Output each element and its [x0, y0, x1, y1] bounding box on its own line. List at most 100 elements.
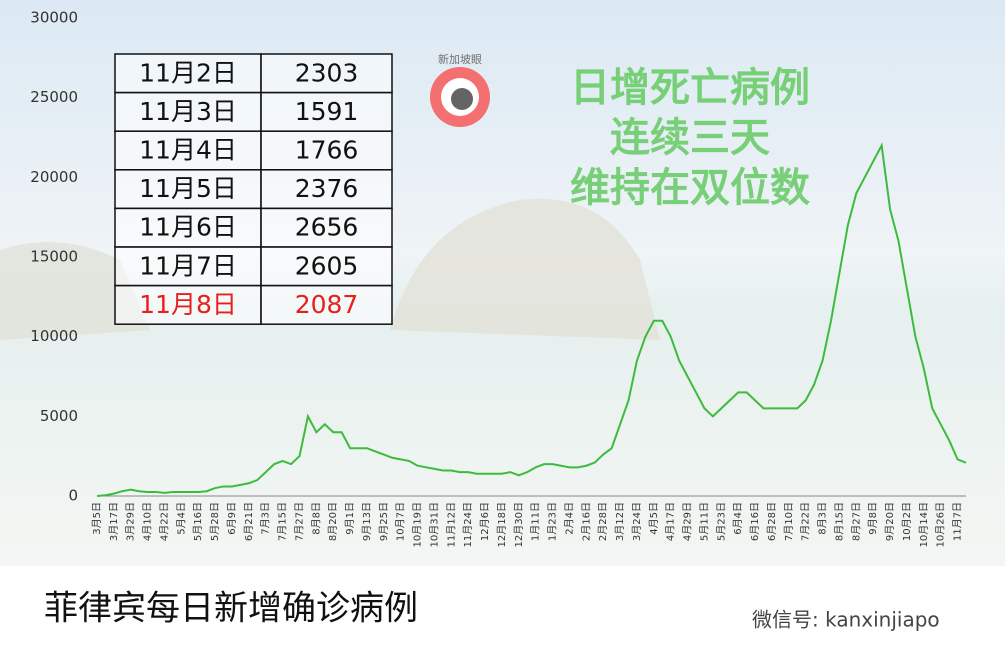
- x-tick: 6月16日: [749, 502, 761, 541]
- x-tick-label: 4月29日: [682, 502, 694, 541]
- table-text: 2303: [295, 58, 359, 87]
- x-tick-label: 10月2日: [901, 502, 913, 541]
- annotation-line: 连续三天: [610, 115, 770, 161]
- x-tick: 5月28日: [209, 502, 221, 541]
- x-tick: 11月24日: [462, 502, 474, 547]
- table-text: 11月4日: [139, 136, 237, 165]
- x-tick-label: 2月28日: [597, 502, 609, 541]
- x-tick: 2月16日: [580, 502, 592, 541]
- x-tick: 10月19日: [412, 502, 424, 547]
- x-tick-label: 7月27日: [293, 502, 305, 541]
- x-tick: 10月7日: [395, 502, 407, 541]
- x-tick: 7月22日: [800, 502, 812, 541]
- x-tick: 11月7日: [952, 502, 964, 541]
- x-tick-label: 4月10日: [142, 502, 154, 541]
- table-cell: [260, 130, 393, 171]
- table-text: 11月5日: [139, 174, 237, 203]
- x-tick-label: 3月29日: [125, 502, 137, 541]
- x-tick: 3月12日: [614, 502, 626, 541]
- table-text: 11月6日: [139, 213, 237, 242]
- x-tick: 8月15日: [833, 502, 845, 541]
- x-tick: 9月13日: [361, 502, 373, 541]
- x-tick: 10月14日: [918, 502, 930, 547]
- x-tick: 9月25日: [378, 502, 390, 541]
- x-tick-label: 1月23日: [547, 502, 559, 541]
- x-tick-label: 5月23日: [715, 502, 727, 541]
- x-tick-label: 6月28日: [766, 502, 778, 541]
- logo: 新加坡眼: [430, 52, 490, 127]
- table-cell: [260, 169, 393, 210]
- x-tick-label: 4月22日: [158, 502, 170, 541]
- x-tick: 3月29日: [125, 502, 137, 541]
- x-tick: 6月21日: [243, 502, 255, 541]
- y-tick-label: 0: [68, 487, 78, 505]
- x-tick-label: 8月27日: [850, 502, 862, 541]
- x-tick: 5月4日: [175, 502, 187, 535]
- x-tick: 4月22日: [158, 502, 170, 541]
- x-tick-label: 7月22日: [800, 502, 812, 541]
- x-tick: 6月9日: [226, 502, 238, 535]
- x-tick: 2月28日: [597, 502, 609, 541]
- y-tick-label: 10000: [30, 327, 78, 345]
- x-tick-label: 10月7日: [395, 502, 407, 541]
- chart-title: 菲律宾每日新增确诊病例: [44, 589, 418, 629]
- x-tick: 7月3日: [260, 502, 272, 535]
- x-tick: 7月15日: [277, 502, 289, 541]
- x-tick: 7月10日: [783, 502, 795, 541]
- x-tick: 12月18日: [496, 502, 508, 547]
- table-text: 11月7日: [139, 251, 237, 280]
- logo-text: 新加坡眼: [438, 52, 482, 66]
- annotation-line: 日增死亡病例: [570, 65, 810, 111]
- table-cell: [260, 246, 393, 287]
- x-tick: 10月26日: [935, 502, 947, 547]
- x-tick-label: 5月4日: [175, 502, 187, 535]
- x-tick-label: 8月20日: [327, 502, 339, 541]
- x-tick: 12月30日: [513, 502, 525, 547]
- x-tick-label: 3月5日: [91, 502, 103, 535]
- x-tick-label: 2月4日: [563, 502, 575, 535]
- x-tick-label: 4月17日: [665, 502, 677, 541]
- x-tick-label: 8月15日: [833, 502, 845, 541]
- table-cell: [114, 246, 262, 287]
- x-tick: 8月27日: [850, 502, 862, 541]
- x-tick: 5月23日: [715, 502, 727, 541]
- x-tick-label: 5月11日: [698, 502, 710, 541]
- x-tick-label: 10月14日: [918, 502, 930, 547]
- x-tick: 5月16日: [192, 502, 204, 541]
- x-tick: 8月20日: [327, 502, 339, 541]
- x-tick-label: 3月12日: [614, 502, 626, 541]
- x-tick: 8月8日: [310, 502, 322, 535]
- x-tick: 10月2日: [901, 502, 913, 541]
- table-text: 11月2日: [139, 58, 237, 87]
- x-tick: 3月24日: [631, 502, 643, 541]
- x-tick-label: 9月1日: [344, 502, 356, 535]
- x-tick-label: 6月16日: [749, 502, 761, 541]
- x-tick-label: 4月5日: [648, 502, 660, 535]
- x-tick-label: 6月21日: [243, 502, 255, 541]
- x-tick-label: 6月4日: [732, 502, 744, 535]
- table: 11月2日 2303 11月3日 1591 11月4日 1766 11月5日 2376 11月6…: [114, 53, 393, 325]
- x-tick: 2月4日: [563, 502, 575, 535]
- x-tick-label: 11月12日: [445, 502, 457, 547]
- table-text: 11月3日: [139, 97, 237, 126]
- y-tick-label: 5000: [40, 407, 78, 425]
- x-tick-label: 12月30日: [513, 502, 525, 547]
- table-text: 2605: [295, 251, 359, 280]
- x-tick-label: 9月20日: [884, 502, 896, 541]
- x-tick: 9月20日: [884, 502, 896, 541]
- table-text: 2656: [295, 213, 359, 242]
- x-tick-label: 10月26日: [935, 502, 947, 547]
- table-cell: [114, 53, 262, 94]
- x-tick-label: 12月6日: [479, 502, 491, 541]
- x-tick: 4月29日: [682, 502, 694, 541]
- x-tick: 3月5日: [91, 502, 103, 535]
- table-text: 2087: [295, 290, 359, 319]
- annotation-line: 维持在双位数: [570, 165, 810, 211]
- x-tick-label: 11月24日: [462, 502, 474, 547]
- x-tick-label: 9月8日: [867, 502, 879, 535]
- x-tick-label: 8月3日: [817, 502, 829, 535]
- x-tick-label: 7月3日: [260, 502, 272, 535]
- x-tick: 6月4日: [732, 502, 744, 535]
- x-tick: 5月11日: [698, 502, 710, 541]
